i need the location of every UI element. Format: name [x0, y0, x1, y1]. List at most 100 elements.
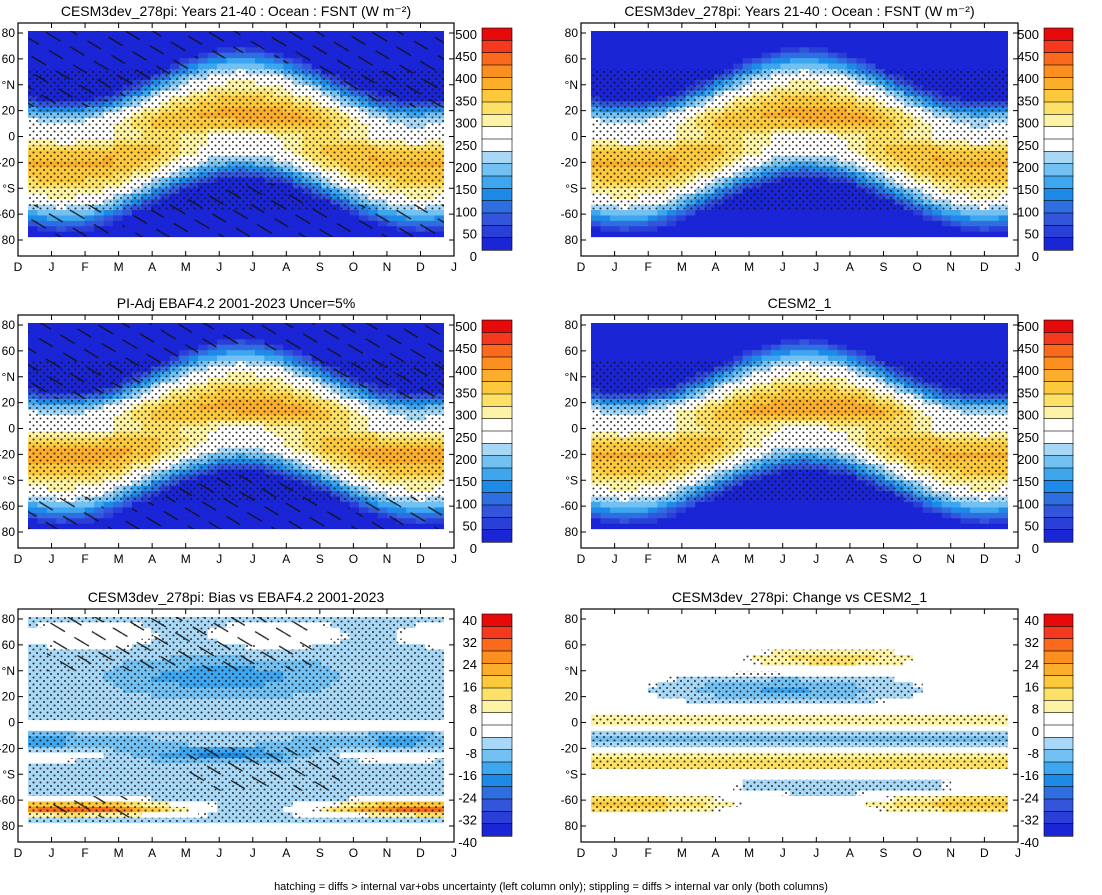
stipple-cell [676, 101, 687, 108]
stipple-cell [94, 188, 105, 195]
stipple-cell [922, 90, 933, 97]
stipple-cell [913, 68, 924, 75]
hatch-cell [387, 31, 398, 38]
stipple-cell [657, 106, 668, 113]
field-cell [742, 31, 753, 38]
hatch-cell [28, 85, 39, 92]
hatch-cell [368, 79, 379, 86]
hatch-cell [217, 188, 228, 195]
stipple-cell [179, 161, 190, 168]
stipple-cell [311, 144, 322, 151]
stipple-cell [415, 117, 426, 124]
field-cell [179, 237, 190, 244]
stipple-cell [65, 123, 76, 130]
stipple-cell [254, 166, 265, 173]
stipple-cell [188, 112, 199, 119]
stipple-cell [875, 96, 886, 103]
field-cell [752, 58, 763, 65]
stipple-cell [217, 177, 228, 184]
field-cell [846, 31, 857, 38]
hatch-cell [254, 182, 265, 189]
hatch-cell [150, 220, 161, 227]
hatch-cell [273, 31, 284, 38]
stipple-cell [951, 101, 962, 108]
stipple-cell [141, 166, 152, 173]
field-cell [922, 63, 933, 70]
field-cell [998, 52, 1008, 59]
field-cell [827, 31, 839, 38]
stipple-cell [207, 90, 218, 97]
stipple-cell [425, 144, 436, 151]
field-cell [695, 36, 706, 43]
stipple-cell [132, 106, 143, 113]
hatch-cell [84, 31, 95, 38]
stipple-cell [84, 128, 95, 135]
stipple-cell [113, 106, 124, 113]
hatch-cell [198, 231, 209, 238]
hatch-cell [302, 204, 313, 211]
stipple-cell [46, 172, 57, 179]
stipple-cell [932, 90, 943, 97]
stipple-cell [141, 199, 152, 206]
stipple-cell [695, 117, 706, 124]
stipple-cell [998, 106, 1008, 113]
stipple-cell [37, 193, 48, 200]
stipple-cell [84, 182, 95, 189]
hatch-cell [415, 101, 426, 108]
stipple-cell [188, 177, 199, 184]
hatch-cell [358, 85, 369, 92]
field-cell [771, 58, 782, 65]
x-tick-label: D [14, 260, 23, 274]
stipple-cell [46, 199, 57, 206]
field-cell [903, 63, 914, 70]
stipple-cell [169, 177, 180, 184]
hatch-cell [150, 63, 161, 70]
stipple-cell [103, 177, 114, 184]
stipple-cell [856, 74, 867, 81]
stipple-cell [254, 79, 265, 86]
hatch-cell [84, 58, 95, 65]
hatch-cell [28, 101, 39, 108]
hatch-cell [198, 220, 209, 227]
hatch-cell [406, 74, 417, 81]
stipple-cell [56, 188, 67, 195]
hatch-cell [406, 231, 417, 238]
hatch-cell [65, 210, 76, 217]
stipple-cell [179, 172, 190, 179]
stipple-cell [358, 166, 369, 173]
stipple-cell [292, 117, 303, 124]
stipple-cell [254, 177, 265, 184]
field-cell [761, 31, 772, 38]
stipple-cell [283, 150, 294, 157]
field-cell [761, 41, 772, 48]
field-cell [217, 63, 228, 70]
stipple-cell [960, 101, 971, 108]
stipple-cell [406, 166, 417, 173]
hatch-cell [434, 79, 444, 86]
field-cell [600, 63, 611, 70]
field-cell [226, 63, 237, 70]
stipple-cell [979, 68, 990, 75]
stipple-cell [264, 166, 275, 173]
field-cell [790, 47, 801, 54]
field-cell [676, 58, 687, 65]
field-cell [922, 58, 933, 65]
hatch-cell [198, 188, 209, 195]
stipple-cell [56, 144, 67, 151]
field-cell [609, 52, 621, 59]
hatch-cell [406, 52, 417, 59]
stipple-cell [103, 161, 114, 168]
stipple-cell [752, 90, 763, 97]
stipple-cell [932, 112, 943, 119]
stipple-cell [790, 90, 801, 97]
hatch-cell [37, 47, 48, 54]
stipple-cell [160, 182, 171, 189]
hatch-cell [330, 210, 341, 217]
stipple-cell [179, 112, 190, 119]
stipple-cell [217, 79, 228, 86]
stipple-cell [837, 85, 848, 92]
hatch-cell [273, 193, 284, 200]
stipple-cell [349, 155, 360, 162]
stipple-cell [638, 79, 649, 86]
stipple-cell [113, 182, 124, 189]
